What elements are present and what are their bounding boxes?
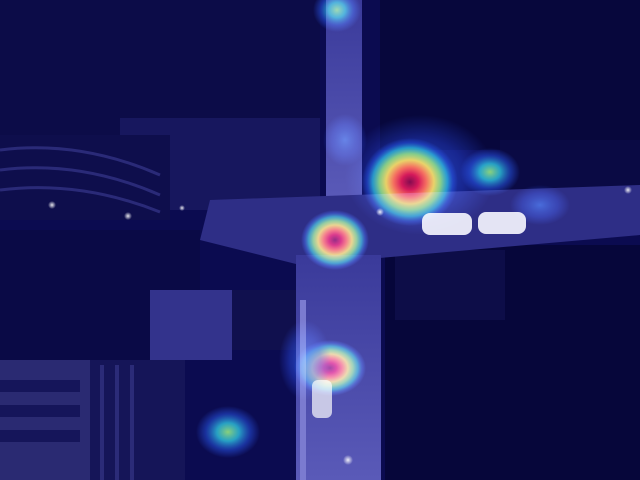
heatmap-overlay xyxy=(196,0,570,458)
